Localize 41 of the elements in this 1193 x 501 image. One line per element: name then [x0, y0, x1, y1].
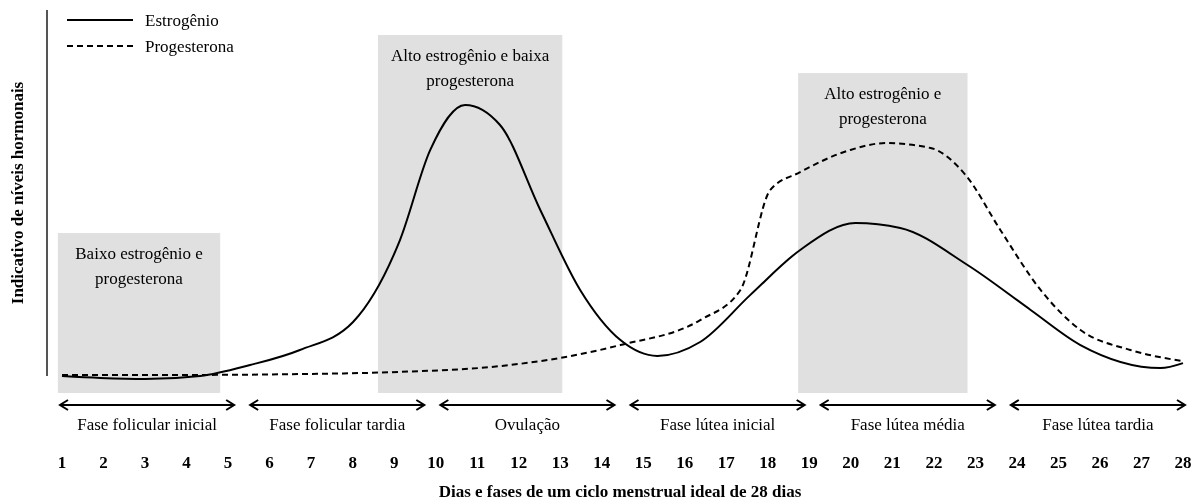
x-tick-label: 24	[1008, 453, 1026, 472]
legend-label: Estrogênio	[145, 11, 219, 30]
y-axis-title: Indicativo de níveis hormonais	[8, 81, 27, 305]
x-tick-label: 18	[759, 453, 777, 472]
x-tick-label: 14	[593, 453, 611, 472]
x-tick-label: 25	[1049, 453, 1067, 472]
x-tick-label: 5	[223, 453, 233, 472]
x-tick-label: 23	[966, 453, 984, 472]
x-tick-label: 19	[800, 453, 818, 472]
x-tick-label: 3	[140, 453, 150, 472]
x-tick-label: 22	[925, 453, 943, 472]
x-tick-label: 26	[1091, 453, 1109, 472]
x-tick-label: 10	[427, 453, 445, 472]
x-tick-label: 28	[1174, 453, 1192, 472]
text: Fase lútea média	[850, 415, 966, 434]
band-label: Alto estrogênio e baixa progesterona	[391, 46, 550, 90]
x-tick-label: 15	[634, 453, 652, 472]
x-tick-label: 16	[676, 453, 694, 472]
x-tick-label: 9	[389, 453, 399, 472]
x-tick-label: 7	[306, 453, 316, 472]
x-tick-label: 20	[842, 453, 860, 472]
x-tick-label: 11	[469, 453, 486, 472]
text: Fase folicular inicial	[77, 415, 218, 434]
x-tick-label: 8	[348, 453, 357, 472]
x-tick-label: 17	[717, 453, 736, 472]
legend-label: Progesterona	[145, 37, 235, 56]
text: Fase lútea tardia	[1042, 415, 1155, 434]
x-tick-label: 21	[883, 453, 901, 472]
x-tick-label: 6	[265, 453, 274, 472]
band-label: Baixo estrogênio e progesterona	[75, 244, 203, 288]
text: Fase lútea inicial	[659, 415, 776, 434]
x-tick-label: 27	[1132, 453, 1151, 472]
x-tick-label: 2	[99, 453, 108, 472]
text: Fase folicular tardia	[269, 415, 406, 434]
x-axis-title: Dias e fases de um ciclo menstrual ideal de 28 dias	[438, 482, 802, 501]
x-tick-label: 1	[57, 453, 67, 472]
x-tick-label: 13	[551, 453, 569, 472]
band-label: Alto estrogênio e progesterona	[824, 84, 942, 129]
x-tick-label: 12	[510, 453, 528, 472]
x-tick-label: 4	[182, 453, 192, 472]
text: Ovulação	[494, 415, 560, 434]
